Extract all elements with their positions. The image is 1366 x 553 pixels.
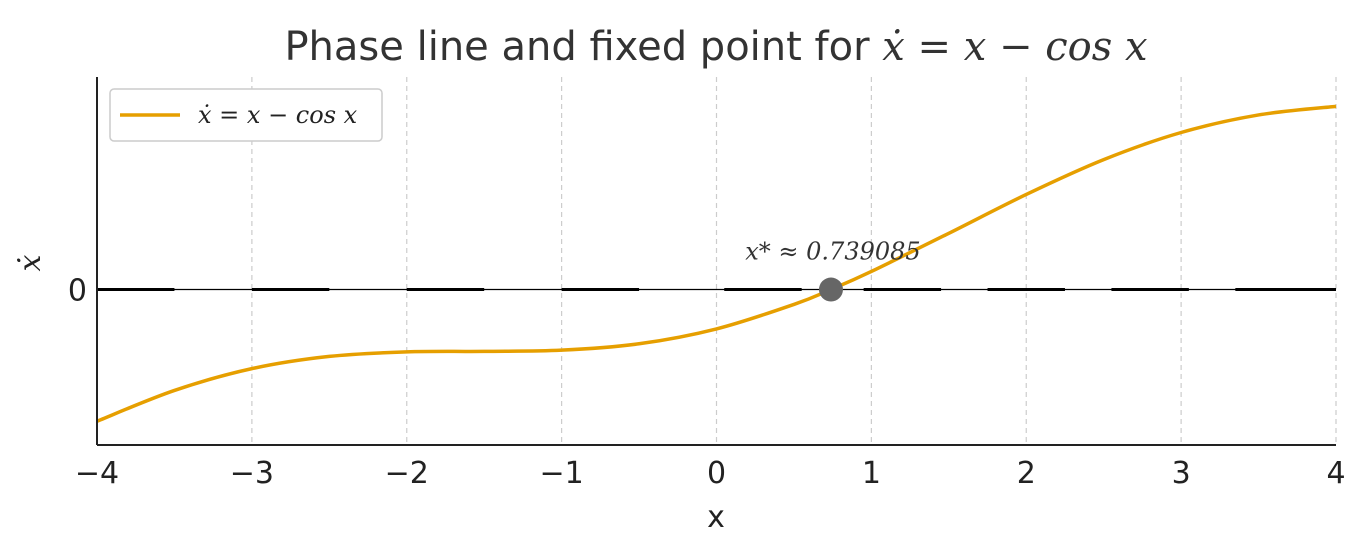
fixed-point-label: x* ≈ 0.739085 bbox=[745, 238, 920, 266]
x-axis-label: x bbox=[707, 500, 725, 535]
x-tick-label-7: 3 bbox=[1172, 456, 1191, 491]
chart-title-prefix: Phase line and fixed point for bbox=[284, 24, 882, 70]
vertical-grid bbox=[96, 77, 1337, 445]
chart-title-equation: ẋ = x − cos x bbox=[882, 24, 1147, 70]
x-tick-label-6: 2 bbox=[1017, 456, 1036, 491]
axes bbox=[96, 77, 1336, 446]
legend-label: ẋ = x − cos x bbox=[198, 101, 358, 129]
legend: ẋ = x − cos x bbox=[109, 88, 383, 142]
series-line-x-minus-cos-x bbox=[96, 104, 1337, 423]
x-tick-label-1: −3 bbox=[230, 456, 274, 491]
chart-title: Phase line and fixed point for ẋ = x − c… bbox=[284, 24, 1147, 70]
y-axis-label: ẋ bbox=[13, 254, 48, 271]
x-tick-label-8: 4 bbox=[1326, 456, 1345, 491]
fixed-point-marker bbox=[818, 277, 843, 302]
x-tick-label-2: −2 bbox=[385, 456, 429, 491]
x-tick-label-4: 0 bbox=[707, 456, 726, 491]
legend-box bbox=[109, 88, 383, 142]
x-tick-label-5: 1 bbox=[862, 456, 881, 491]
x-tick-label-3: −1 bbox=[540, 456, 584, 491]
tick-labels: −4 −3 −2 −1 0 1 2 3 4 0 bbox=[68, 274, 1346, 491]
x-tick-label-0: −4 bbox=[75, 456, 119, 491]
y-tick-label-0: 0 bbox=[68, 274, 87, 309]
